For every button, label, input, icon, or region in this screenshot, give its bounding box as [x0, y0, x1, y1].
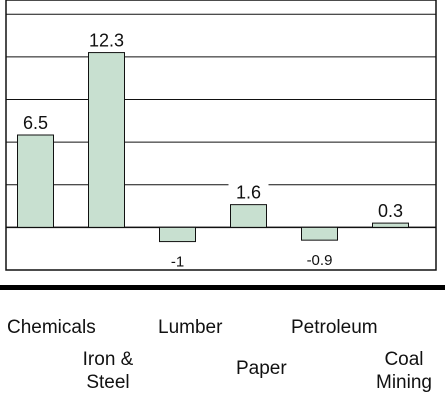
data-label: 0.3: [378, 201, 403, 221]
black-band: [0, 285, 445, 290]
bar: [372, 222, 409, 228]
bar: [230, 204, 267, 228]
bar: [159, 226, 196, 243]
data-label: -1: [171, 254, 184, 271]
data-labels: 6.5 12.3 -1 1.6 -0.9 0.3: [23, 31, 403, 271]
category-label: Iron & Steel: [82, 349, 134, 393]
bar: [301, 226, 338, 241]
plot-frame: [5, 0, 437, 271]
category-label: Lumber: [158, 317, 223, 338]
data-label: 6.5: [23, 113, 48, 133]
category-label: Paper: [236, 358, 287, 379]
bar: [17, 134, 54, 228]
data-label: -0.9: [307, 252, 333, 269]
category-label: Coal Mining: [376, 349, 432, 393]
data-label: 12.3: [89, 31, 124, 51]
gridlines: [6, 13, 436, 229]
data-label: 1.6: [236, 183, 261, 203]
category-label: Petroleum: [291, 317, 378, 338]
bar: [88, 52, 125, 228]
bars: [17, 52, 409, 243]
chart-plot: 6.5 12.3 -1 1.6 -0.9 0.3: [0, 0, 445, 290]
category-label: Chemicals: [7, 317, 96, 338]
